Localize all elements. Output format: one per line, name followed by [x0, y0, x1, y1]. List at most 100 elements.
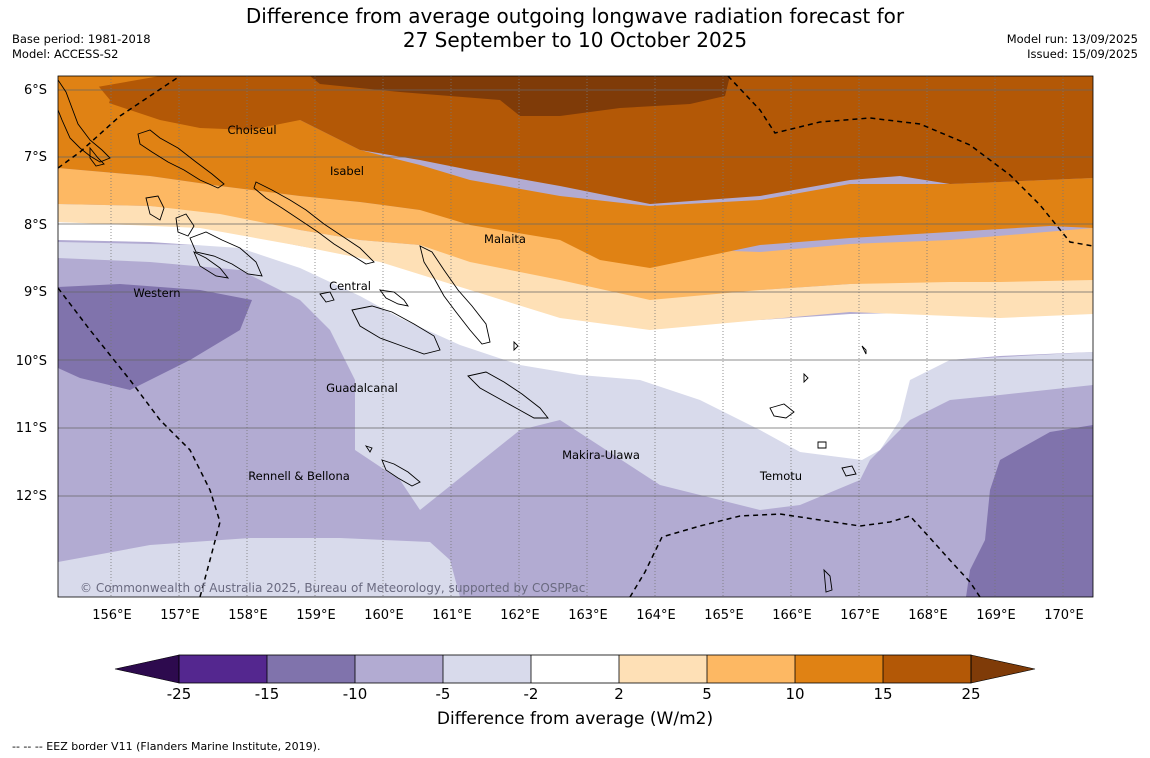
latitude-labels: 6°S 7°S 8°S 9°S 10°S 11°S 12°S: [16, 83, 47, 504]
colorbar-extend-max: [970, 654, 1036, 684]
place-western: Western: [133, 286, 180, 300]
eez-footnote: -- -- -- EEZ border V11 (Flanders Marine…: [12, 740, 321, 753]
contour-p15-p25: [80, 76, 1093, 204]
title-line-2: 27 September to 10 October 2025: [402, 28, 748, 52]
guadalcanal-island: [351, 305, 441, 355]
anomaly-contours: [58, 76, 1093, 597]
rennell-island: [381, 459, 421, 487]
colorbar-tick: 10: [785, 685, 804, 700]
tikopia-anuta: [823, 568, 833, 593]
lat-label: 12°S: [16, 489, 47, 504]
base-period: Base period: 1981-2018: [12, 32, 151, 46]
model-run: Model run: 13/09/2025: [1006, 32, 1138, 46]
bellona-islet: [364, 445, 373, 453]
place-rennell-bellona: Rennell & Bellona: [248, 469, 350, 483]
lon-label: 168°E: [908, 608, 948, 623]
contour-p10-p15: [58, 76, 1093, 268]
lon-label: 161°E: [432, 608, 472, 623]
santa-cruz-island: [769, 403, 795, 419]
kolombangara: [175, 213, 195, 237]
colorbar-tick: 25: [961, 685, 980, 700]
lat-label: 6°S: [24, 83, 47, 98]
utupua-islet: [817, 441, 827, 449]
lon-label: 157°E: [160, 608, 200, 623]
place-choiseul: Choiseul: [227, 123, 276, 137]
place-temotu: Temotu: [759, 469, 802, 483]
colorbar: -25 -15 -10 -5 -2 2 5 10 15 25: [114, 654, 1036, 700]
colorbar-tick: 15: [873, 685, 892, 700]
small-island: [89, 146, 105, 167]
contour-p2-p5: [58, 204, 1093, 330]
lon-label: 158°E: [228, 608, 268, 623]
ulawa-islet: [513, 340, 519, 352]
contour-p5-p10: [58, 168, 1093, 300]
colorbar-swatch-m25-m15: [179, 655, 267, 683]
gridlines: [58, 76, 1093, 597]
contour-above-p25: [310, 76, 730, 116]
colorbar-swatch-p2-p5: [619, 655, 707, 683]
choiseul-island: [137, 129, 225, 189]
colorbar-tick: -15: [255, 685, 280, 700]
place-central: Central: [329, 279, 371, 293]
map-title: Difference from average outgoing longwav…: [0, 4, 1150, 52]
issued-date: Issued: 15/09/2025: [1027, 47, 1138, 61]
new-georgia-south: [193, 251, 230, 279]
model-name: Model: ACCESS-S2: [12, 47, 119, 61]
lon-label: 164°E: [636, 608, 676, 623]
lon-label: 170°E: [1044, 608, 1084, 623]
malaita-island: [419, 245, 491, 345]
coastlines: [58, 79, 867, 593]
makira-island: [467, 371, 549, 419]
contour-m5-m2-south: [58, 538, 460, 597]
meta-left: Base period: 1981-2018 Model: ACCESS-S2: [12, 32, 151, 62]
colorbar-swatch-p10-p15: [795, 655, 883, 683]
new-georgia: [189, 231, 263, 277]
longitude-labels: 156°E 157°E 158°E 159°E 160°E 161°E 162°…: [92, 608, 1084, 623]
vella-lavella: [145, 195, 165, 221]
colorbar-swatch-m10-m5: [355, 655, 443, 683]
colorbar-swatch-p5-p10: [707, 655, 795, 683]
contour-m15-m10-west: [58, 284, 252, 390]
title-line-1: Difference from average outgoing longwav…: [245, 4, 905, 28]
place-isabel: Isabel: [330, 164, 364, 178]
vanikoro-island: [841, 465, 857, 477]
lon-label: 160°E: [364, 608, 404, 623]
lat-label: 8°S: [24, 218, 47, 233]
copyright-notice: © Commonwealth of Australia 2025, Bureau…: [80, 581, 585, 595]
lon-label: 165°E: [704, 608, 744, 623]
lon-label: 159°E: [296, 608, 336, 623]
florida-islands: [378, 289, 409, 307]
colorbar-tick: 5: [702, 685, 712, 700]
colorbar-tick: 2: [614, 685, 624, 700]
colorbar-swatch-m2-p2: [531, 655, 619, 683]
colorbar-swatch-m15-m10: [267, 655, 355, 683]
lon-label: 163°E: [568, 608, 608, 623]
colorbar-extend-min: [114, 654, 180, 684]
forecast-map: Choiseul Isabel Malaita Western Central …: [16, 75, 1094, 700]
isabel-island: [253, 181, 375, 265]
duff-islet: [803, 372, 809, 384]
colorbar-swatch-p15-p25: [883, 655, 971, 683]
lat-label: 11°S: [16, 421, 47, 436]
colorbar-tick: -25: [167, 685, 192, 700]
reef-islet: [861, 345, 867, 355]
contour-p10-p15-nw: [58, 76, 110, 150]
lat-label: 10°S: [16, 354, 47, 369]
meta-right: Model run: 13/09/2025 Issued: 15/09/2025: [1007, 32, 1138, 62]
central-islet: [319, 291, 335, 303]
lon-label: 166°E: [772, 608, 812, 623]
contour-m15-m10-east: [966, 425, 1093, 597]
colorbar-tick: -10: [343, 685, 368, 700]
colorbar-label: Difference from average (W/m2): [436, 709, 714, 729]
eez-border: [58, 76, 1093, 597]
colorbar-tick: -2: [524, 685, 539, 700]
lat-label: 7°S: [24, 150, 47, 165]
place-guadalcanal: Guadalcanal: [326, 381, 398, 395]
lon-label: 167°E: [840, 608, 880, 623]
colorbar-tick: -5: [436, 685, 451, 700]
bougainville-coast: [58, 79, 111, 163]
lon-label: 169°E: [976, 608, 1016, 623]
lon-label: 156°E: [92, 608, 132, 623]
colorbar-swatch-m5-m2: [443, 655, 531, 683]
place-malaita: Malaita: [484, 232, 526, 246]
